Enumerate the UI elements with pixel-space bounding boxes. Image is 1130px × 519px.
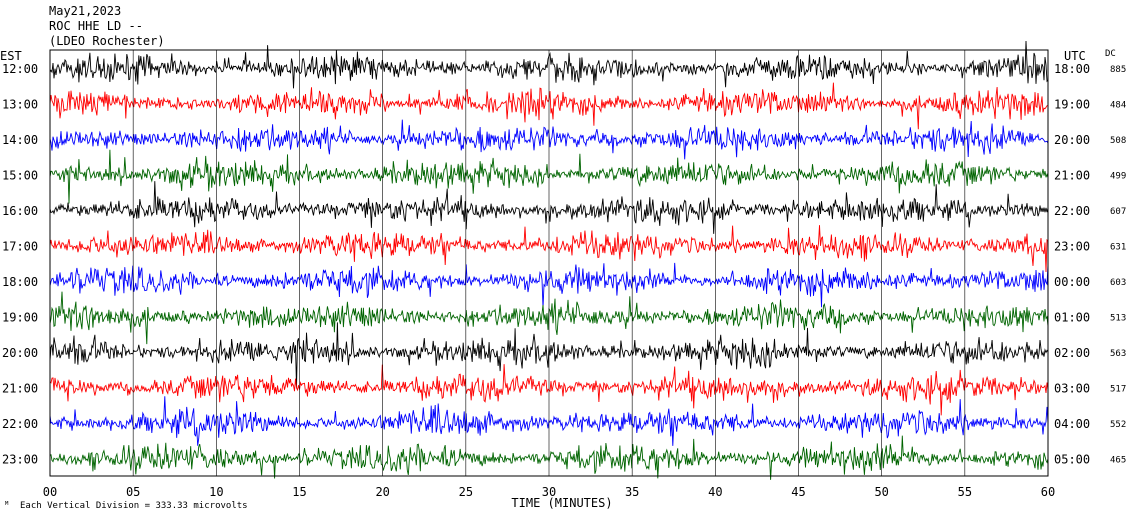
- x-axis-label: TIME (MINUTES): [511, 496, 612, 510]
- x-tick-label: 45: [791, 485, 805, 499]
- x-tick-label: 55: [958, 485, 972, 499]
- x-tick-label: 05: [126, 485, 140, 499]
- dc-offset-value: 552: [1110, 420, 1126, 430]
- x-tick-label: 10: [209, 485, 223, 499]
- est-hour-label: 22:00: [2, 417, 38, 431]
- dc-offset-value: 484: [1110, 101, 1126, 111]
- plot-axes: [49, 49, 1049, 477]
- station-location: (LDEO Rochester): [49, 34, 165, 48]
- station-code: ROC HHE LD --: [49, 19, 143, 33]
- est-hour-label: 21:00: [2, 382, 38, 396]
- est-hour-label: 15:00: [2, 169, 38, 183]
- vertical-division-note: Each Vertical Division = 333.33 microvol…: [20, 501, 248, 511]
- chart-date: May21,2023: [49, 4, 122, 18]
- dc-offset-value: 607: [1110, 207, 1126, 217]
- utc-hour-label: 02:00: [1054, 346, 1090, 360]
- utc-hour-label: 23:00: [1054, 240, 1090, 254]
- est-hour-label: 19:00: [2, 311, 38, 325]
- x-tick-label: 60: [1041, 485, 1055, 499]
- dc-offset-value: 631: [1110, 243, 1126, 253]
- utc-hour-label: 01:00: [1054, 311, 1090, 325]
- est-hour-label: 14:00: [2, 133, 38, 147]
- est-hour-label: 12:00: [2, 62, 38, 76]
- est-hour-label: 13:00: [2, 98, 38, 112]
- dc-offset-value: 465: [1110, 456, 1126, 466]
- dc-offset-value: 603: [1110, 278, 1126, 288]
- x-tick-label: 25: [459, 485, 473, 499]
- x-tick-label: 30: [542, 485, 556, 499]
- right-timezone-label: UTC: [1064, 49, 1086, 63]
- utc-hour-label: 00:00: [1054, 275, 1090, 289]
- utc-hour-label: 03:00: [1054, 382, 1090, 396]
- est-hour-label: 20:00: [2, 346, 38, 360]
- dc-offset-value: 885: [1110, 65, 1126, 75]
- dc-offset-value: 499: [1110, 172, 1126, 182]
- x-tick-label: 35: [625, 485, 639, 499]
- utc-hour-label: 20:00: [1054, 133, 1090, 147]
- utc-hour-label: 22:00: [1054, 204, 1090, 218]
- utc-hour-label: 18:00: [1054, 62, 1090, 76]
- x-tick-labels: 00 05 10 15 20 25 30 35 40 45 50 55 60: [43, 485, 1055, 499]
- est-hour-label: 16:00: [2, 204, 38, 218]
- x-tick-label: 40: [708, 485, 722, 499]
- dc-offset-value: 563: [1110, 349, 1126, 359]
- dc-offset-value: 508: [1110, 136, 1126, 146]
- utc-hour-label: 04:00: [1054, 417, 1090, 431]
- est-hour-label: 17:00: [2, 240, 38, 254]
- dc-offset-value: 517: [1110, 385, 1126, 395]
- x-tick-label: 50: [874, 485, 888, 499]
- est-hour-label: 23:00: [2, 453, 38, 467]
- est-hour-label: 18:00: [2, 275, 38, 289]
- utc-hour-label: 21:00: [1054, 169, 1090, 183]
- x-tick-label: 15: [292, 485, 306, 499]
- x-tick-label: 20: [375, 485, 389, 499]
- utc-hour-label: 05:00: [1054, 453, 1090, 467]
- left-timezone-label: EST: [0, 49, 22, 63]
- utc-hour-label: 19:00: [1054, 98, 1090, 112]
- dc-column-label: DC: [1105, 49, 1116, 59]
- dc-offset-value: 513: [1110, 314, 1126, 324]
- row-labels: 12:00 18:00 885 13:00 19:00 484 14:00 20:00 508 1…: [2, 62, 1126, 467]
- x-tick-label: 00: [43, 485, 57, 499]
- scale-mark: ᴹ: [4, 501, 9, 511]
